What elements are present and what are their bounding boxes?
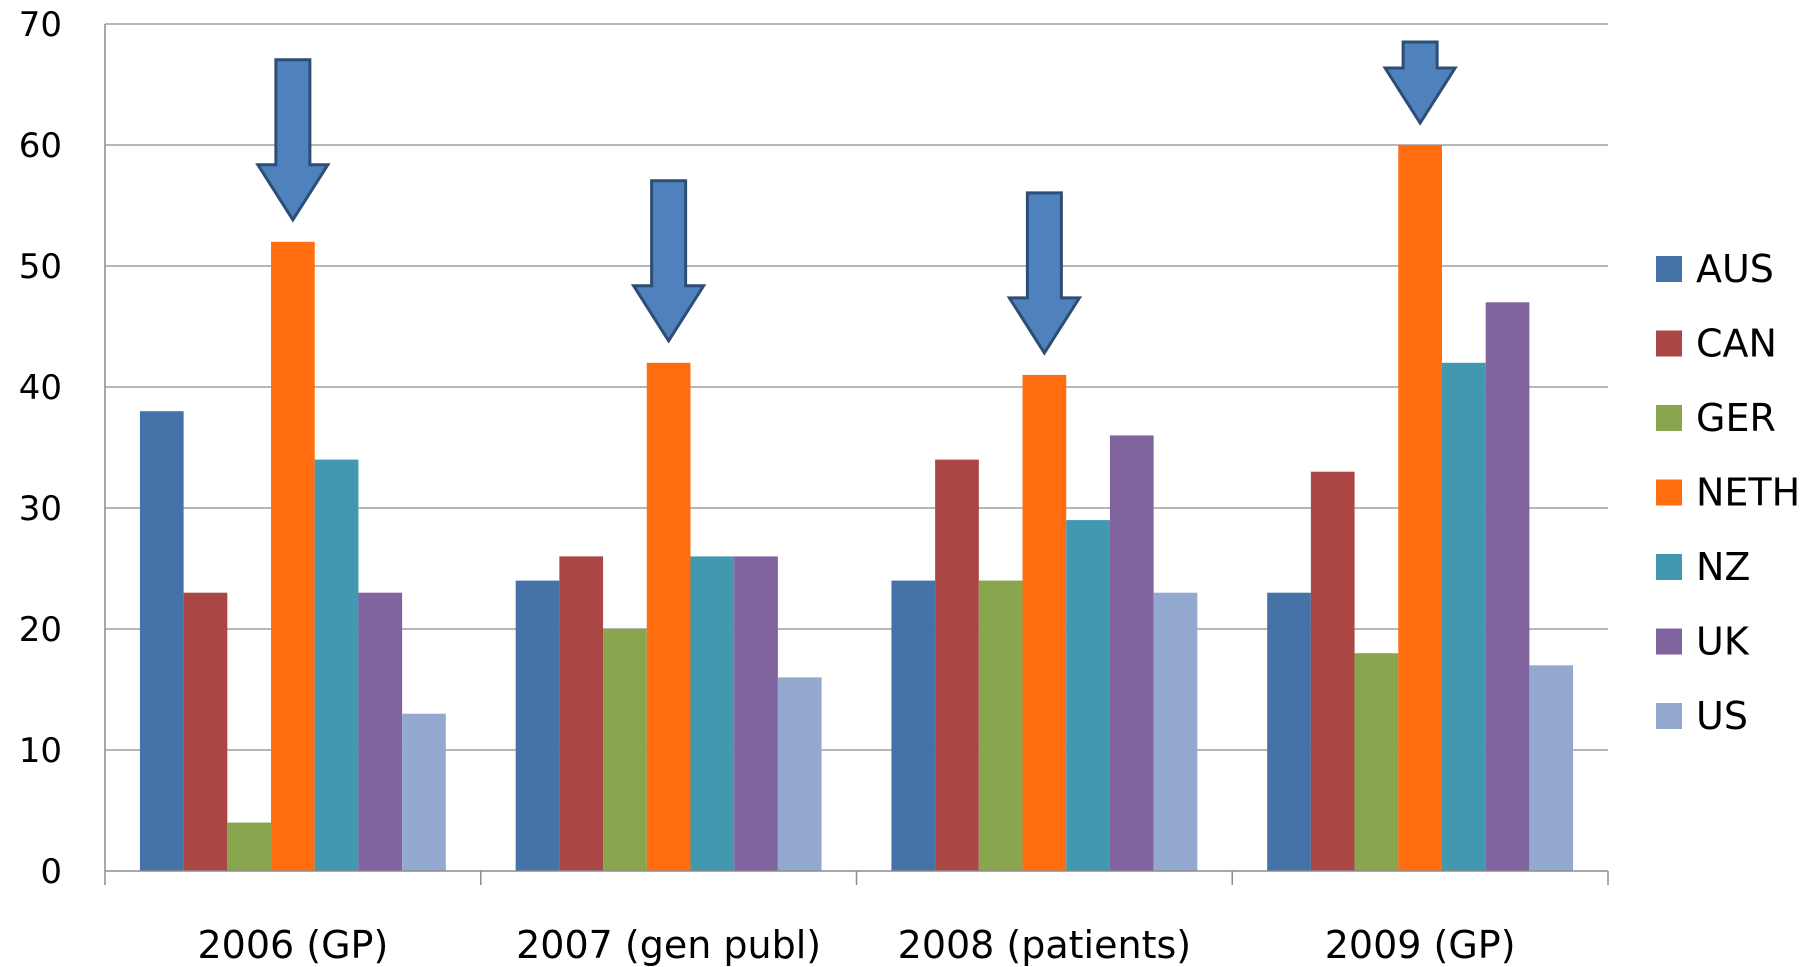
legend-label: GER [1696, 396, 1776, 440]
bar-neth [646, 362, 691, 871]
bar-neth [1398, 145, 1442, 871]
y-tick-label: 0 [40, 852, 62, 892]
bar-us [1153, 592, 1198, 871]
legend-label: UK [1696, 620, 1750, 664]
bar-nz [314, 459, 359, 871]
bar-uk [1485, 302, 1530, 871]
bar-ger [978, 580, 1023, 871]
down-arrow-icon [1006, 191, 1083, 356]
x-tick-label: 2007 (gen publ) [516, 923, 821, 967]
legend-swatch [1656, 479, 1682, 506]
y-tick-label: 60 [19, 126, 62, 166]
legend-label: NETH [1696, 471, 1800, 515]
legend: AUS CAN GER NETH NZ UK US [1656, 247, 1800, 738]
legend-label: AUS [1696, 247, 1774, 291]
bar-can [1310, 471, 1355, 871]
legend-label: NZ [1696, 545, 1750, 589]
bar-neth [1022, 374, 1067, 871]
x-tick-label: 2009 (GP) [1325, 923, 1516, 967]
bar-neth [271, 241, 315, 872]
bar-aus [515, 580, 560, 871]
legend-label: US [1696, 694, 1748, 738]
bar-uk [358, 592, 403, 871]
bar-nz [1441, 362, 1486, 871]
y-tick-label: 40 [19, 368, 62, 408]
legend-swatch [1656, 628, 1682, 655]
bar-us [777, 677, 822, 871]
y-tick-label: 10 [19, 731, 62, 771]
bar-us [1529, 665, 1574, 871]
x-tick-labels: 2006 (GP) 2007 (gen publ) 2008 (patients) 2… [197, 923, 1515, 967]
bars [139, 145, 1574, 872]
bar-ger [1354, 653, 1399, 871]
legend-swatch [1656, 703, 1682, 729]
bar-us [402, 713, 446, 871]
bar-aus [891, 580, 936, 871]
bar-ger [603, 629, 647, 871]
down-arrow-icon [1382, 40, 1458, 126]
x-tick-label: 2008 (patients) [898, 923, 1191, 967]
bar-ger [227, 822, 272, 871]
legend-label: CAN [1696, 322, 1777, 366]
bar-nz [690, 556, 735, 871]
bar-can [935, 459, 979, 871]
bar-aus [139, 411, 184, 871]
bar-uk [1109, 435, 1154, 871]
legend-swatch [1656, 256, 1682, 282]
legend-swatch [1656, 330, 1682, 357]
y-tick-label: 50 [19, 247, 62, 287]
down-arrow-icon [630, 179, 707, 344]
bar-nz [1066, 520, 1110, 871]
bar-can [559, 556, 604, 871]
y-tick-label: 30 [19, 489, 62, 529]
down-arrow-icon [255, 58, 331, 223]
y-tick-label: 20 [19, 610, 62, 650]
x-tick-label: 2006 (GP) [197, 923, 388, 967]
arrow-annotations [255, 40, 1458, 356]
y-tick-labels: 0 10 20 30 40 50 60 70 [19, 5, 62, 892]
bar-can [183, 592, 228, 871]
bar-uk [734, 556, 778, 871]
legend-swatch [1656, 405, 1682, 431]
axes [104, 24, 1609, 885]
legend-swatch [1656, 554, 1682, 580]
y-tick-label: 70 [19, 5, 62, 45]
bar-aus [1267, 592, 1311, 871]
